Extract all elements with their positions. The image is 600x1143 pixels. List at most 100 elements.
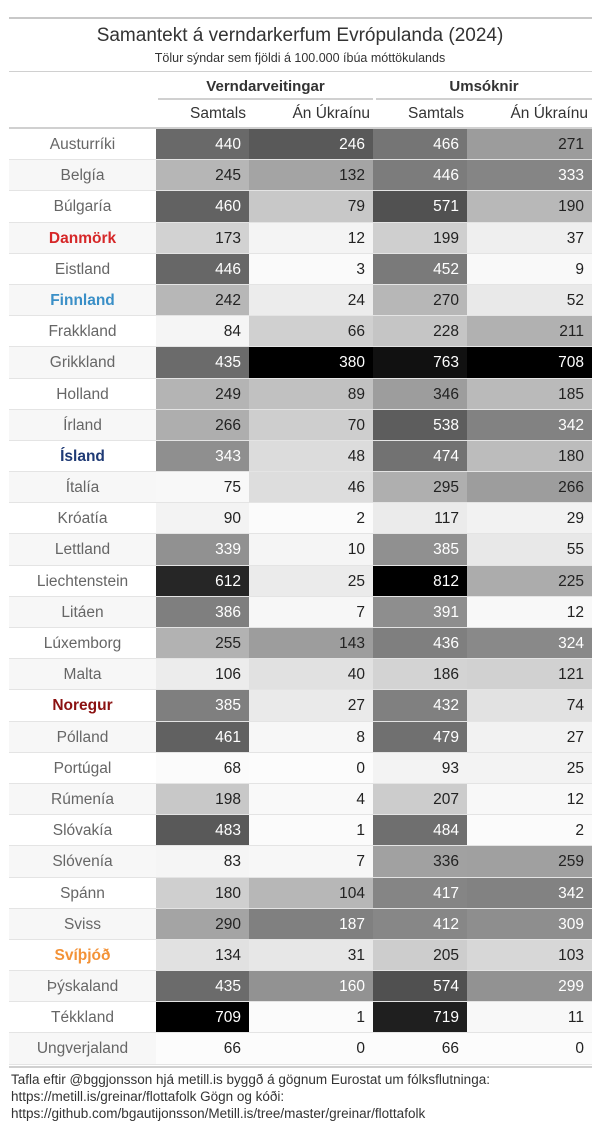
value-cell: 1 xyxy=(249,815,373,847)
row-divider xyxy=(9,970,592,972)
value-cell: 266 xyxy=(467,472,592,504)
row-divider xyxy=(9,689,592,691)
value-cell: 180 xyxy=(467,440,592,473)
table-row: Slóvakía 483 1 484 2 xyxy=(9,815,592,847)
value-cell: 9 xyxy=(467,253,592,285)
value-cell: 249 xyxy=(156,378,249,410)
value-cell: 66 xyxy=(156,1033,249,1065)
value-cell: 211 xyxy=(467,316,592,348)
row-divider xyxy=(9,814,592,816)
table-row: Búlgaría 460 79 571 190 xyxy=(9,191,592,223)
value-cell: 709 xyxy=(156,1002,249,1034)
value-cell: 612 xyxy=(156,565,249,597)
value-cell: 207 xyxy=(373,783,467,816)
row-divider xyxy=(9,938,592,940)
value-cell: 29 xyxy=(467,503,592,535)
value-cell: 7 xyxy=(249,846,373,878)
value-cell: 103 xyxy=(467,939,592,972)
country-label: Slóvakía xyxy=(52,822,113,840)
country-label: Malta xyxy=(63,666,102,684)
value-cell: 417 xyxy=(373,877,467,909)
row-divider xyxy=(9,1032,592,1034)
row-divider xyxy=(9,533,592,535)
country-label: Frakkland xyxy=(48,323,117,341)
value-cell: 391 xyxy=(373,596,467,628)
row-divider xyxy=(9,408,592,410)
value-cell: 324 xyxy=(467,628,592,660)
value-cell: 719 xyxy=(373,1002,467,1034)
value-cell: 461 xyxy=(156,721,249,753)
caption-line-2: https://metill.is/greinar/flottafolk Gög… xyxy=(11,1089,285,1104)
value-cell: 117 xyxy=(373,503,467,535)
country-label: Slóvenía xyxy=(52,853,113,871)
row-divider xyxy=(9,658,592,660)
value-cell: 12 xyxy=(249,222,373,254)
value-cell: 74 xyxy=(467,690,592,722)
table-row: Króatía 90 2 117 29 xyxy=(9,503,592,535)
row-divider xyxy=(9,595,592,597)
value-cell: 199 xyxy=(373,222,467,254)
table-row: Belgía 245 132 446 333 xyxy=(9,160,592,192)
country-label: Írland xyxy=(63,416,102,434)
row-divider xyxy=(9,782,592,784)
value-cell: 93 xyxy=(373,752,467,784)
country-label: Lúxemborg xyxy=(43,635,122,652)
country-label: Finnland xyxy=(50,291,115,309)
row-divider xyxy=(9,720,592,722)
value-cell: 10 xyxy=(249,534,373,566)
row-divider xyxy=(9,751,592,753)
row-divider xyxy=(9,315,592,317)
country-label: Liechtenstein xyxy=(36,572,129,590)
country-label: Ítalía xyxy=(65,479,100,497)
table-row: Tékkland 709 1 719 11 xyxy=(9,1002,592,1034)
table-row: Ítalía 75 46 295 266 xyxy=(9,472,592,504)
value-cell: 763 xyxy=(373,347,467,379)
table-row: Grikkland 435 380 763 708 xyxy=(9,347,592,379)
value-cell: 484 xyxy=(373,815,467,847)
spanner-umsoknir-line xyxy=(376,98,592,100)
row-divider xyxy=(9,346,592,348)
row-divider xyxy=(9,252,592,254)
country-label: Þýskaland xyxy=(46,978,119,996)
value-cell: 70 xyxy=(249,409,373,441)
value-cell: 342 xyxy=(467,409,592,441)
value-cell: 228 xyxy=(373,316,467,348)
value-cell: 90 xyxy=(156,503,249,535)
value-cell: 440 xyxy=(156,129,249,161)
table-row: Frakkland 84 66 228 211 xyxy=(9,316,592,348)
row-divider xyxy=(9,283,592,285)
value-cell: 245 xyxy=(156,160,249,192)
table-row: Holland 249 89 346 185 xyxy=(9,378,592,410)
country-label: Portúgal xyxy=(53,759,112,777)
row-divider xyxy=(9,471,592,473)
table-row: Írland 266 70 538 342 xyxy=(9,409,592,441)
colhead-vernd-an-ukrainu: Án Úkraínu xyxy=(292,105,370,122)
value-cell: 11 xyxy=(467,1002,592,1034)
value-cell: 187 xyxy=(249,908,373,940)
value-cell: 255 xyxy=(156,628,249,660)
value-cell: 8 xyxy=(249,721,373,753)
value-cell: 435 xyxy=(156,347,249,379)
header-rule xyxy=(9,127,592,129)
spanner-verndarveitingar: Verndarveitingar xyxy=(206,78,325,95)
country-label: Eistland xyxy=(54,260,111,278)
value-cell: 309 xyxy=(467,908,592,940)
country-label: Litáen xyxy=(61,603,104,621)
value-cell: 386 xyxy=(156,596,249,628)
colhead-vernd-samtals: Samtals xyxy=(190,105,246,122)
table-row: Ísland 343 48 474 180 xyxy=(9,440,592,473)
value-cell: 385 xyxy=(156,690,249,722)
table-row: Finnland 242 24 270 52 xyxy=(9,284,592,317)
value-cell: 299 xyxy=(467,971,592,1003)
value-cell: 1 xyxy=(249,1002,373,1034)
value-cell: 483 xyxy=(156,815,249,847)
value-cell: 12 xyxy=(467,596,592,628)
value-cell: 185 xyxy=(467,378,592,410)
value-cell: 412 xyxy=(373,908,467,940)
country-label: Grikkland xyxy=(49,354,116,372)
table-row: Svíþjóð 134 31 205 103 xyxy=(9,939,592,972)
table-row: Lúxemborg 255 143 436 324 xyxy=(9,628,592,660)
value-cell: 2 xyxy=(249,503,373,535)
table-row: Portúgal 68 0 93 25 xyxy=(9,752,592,784)
value-cell: 474 xyxy=(373,440,467,473)
